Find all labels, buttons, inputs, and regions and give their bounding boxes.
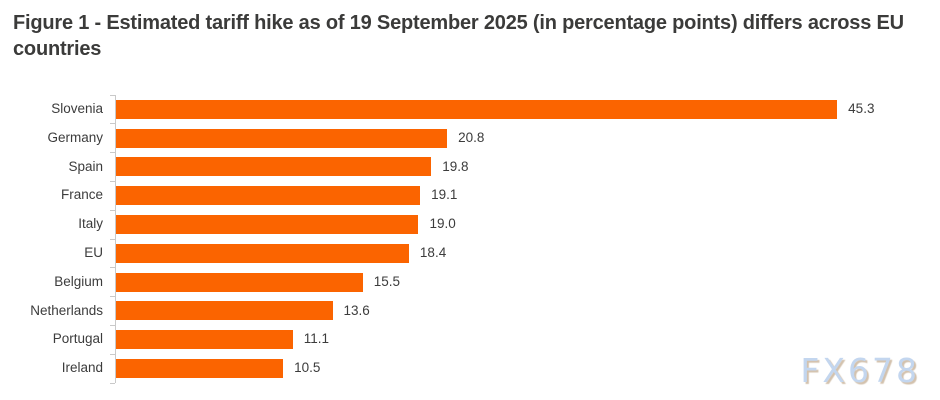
bar <box>116 128 448 148</box>
figure-title: Figure 1 - Estimated tariff hike as of 1… <box>13 12 904 60</box>
axis-tick <box>110 353 115 355</box>
value-label: 19.8 <box>442 158 469 174</box>
axis-tick <box>110 180 115 182</box>
category-label: Slovenia <box>51 101 103 116</box>
axis-tick <box>110 94 115 96</box>
value-label: 13.6 <box>343 302 370 318</box>
axis-tick <box>110 238 115 240</box>
bar-track: 15.5 <box>115 267 912 297</box>
chart-row: Belgium 15.5 <box>0 267 940 297</box>
bar-track: 19.1 <box>115 181 912 211</box>
category-label: EU <box>84 244 103 260</box>
bar-track: 13.6 <box>115 296 912 326</box>
category-label: Spain <box>68 158 103 174</box>
bar-track: 18.4 <box>115 238 912 268</box>
category-label: Ireland <box>61 360 103 376</box>
chart-row: Slovenia 45.3 <box>0 95 940 124</box>
value-label: 11.1 <box>303 331 329 347</box>
category-label: Belgium <box>54 273 103 289</box>
axis-tick <box>110 296 115 298</box>
value-label: 19.0 <box>429 216 456 232</box>
axis-tick <box>110 267 115 269</box>
bar-track: 20.8 <box>115 123 912 153</box>
chart-row: Portugal 11.1 <box>0 325 940 355</box>
value-label: 15.5 <box>373 273 401 289</box>
chart-row: Ireland 10.5 <box>0 354 940 383</box>
chart-row: France 19.1 <box>0 181 940 211</box>
bar-track: 19.8 <box>115 152 912 182</box>
value-label: 18.4 <box>419 244 447 260</box>
bar <box>116 272 363 292</box>
bar-chart: Slovenia 45.3 Germany 20.8 Spain 19.8 Fr… <box>0 94 940 384</box>
bar-track: 11.1 <box>115 325 912 355</box>
axis-tick <box>110 324 115 326</box>
axis-tick <box>110 209 115 211</box>
bar <box>116 330 293 350</box>
bar-track: 45.3 <box>115 95 912 124</box>
bar <box>116 301 333 321</box>
watermark-logo: FX678 <box>800 351 920 390</box>
chart-row: EU 18.4 <box>0 238 940 268</box>
bar <box>116 359 284 379</box>
category-label: Netherlands <box>30 302 103 318</box>
category-label: France <box>60 187 103 203</box>
bar <box>116 99 838 119</box>
bar <box>116 186 421 206</box>
category-label: Germany <box>47 129 103 145</box>
bar-track: 19.0 <box>115 210 912 239</box>
value-label: 45.3 <box>848 101 875 116</box>
plot-area: Slovenia 45.3 Germany 20.8 Spain 19.8 Fr… <box>0 94 940 384</box>
axis-tick <box>110 123 115 125</box>
bar <box>116 215 419 235</box>
axis-tick <box>110 382 115 384</box>
bar <box>116 243 409 263</box>
category-label: Italy <box>78 216 103 232</box>
chart-row: Netherlands 13.6 <box>0 296 940 326</box>
bar-track: 10.5 <box>115 354 912 383</box>
value-label: 10.5 <box>294 360 321 376</box>
axis-tick <box>110 152 115 154</box>
value-label: 19.1 <box>431 187 458 203</box>
category-label: Portugal <box>52 331 103 347</box>
value-label: 20.8 <box>458 129 485 145</box>
chart-row: Italy 19.0 <box>0 210 940 239</box>
chart-row: Germany 20.8 <box>0 123 940 153</box>
bar <box>116 157 432 177</box>
chart-row: Spain 19.8 <box>0 152 940 182</box>
